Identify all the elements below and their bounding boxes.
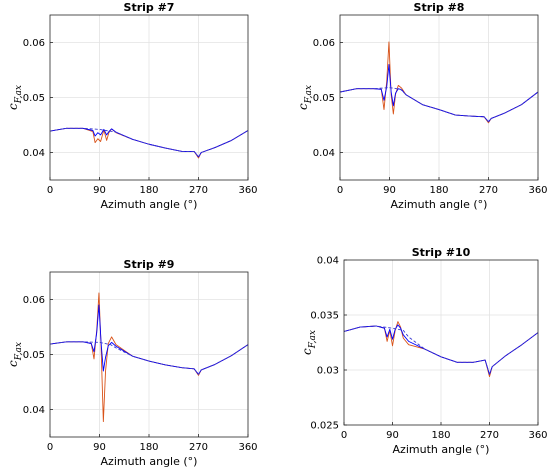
x-tick-label: 270: [189, 442, 208, 453]
chart-panel-1: 0 90 180 270 360 0.04 0.05 0.06 Strip #7 Azimuth …: [6, 1, 258, 211]
chart-title: Strip #9: [124, 258, 175, 271]
x-tick-label: 180: [139, 442, 158, 453]
series-red-line: [340, 41, 538, 124]
y-tick-label: 0.04: [317, 256, 339, 267]
x-tick-label: 180: [429, 185, 448, 196]
chart-panel-2: 0 90 180 270 360 0.04 0.05 0.06 Strip #8 Azimuth …: [296, 1, 548, 211]
y-tick-label: 0.05: [23, 93, 45, 104]
y-tick-label: 0.06: [23, 38, 45, 49]
x-tick-label: 0: [47, 185, 53, 196]
x-axis-label: Azimuth angle (°): [391, 198, 488, 211]
y-axis-label: cF,ax: [300, 330, 318, 355]
series-dashed-line: [50, 341, 248, 375]
y-axis-label: cF,ax: [296, 85, 314, 110]
chart-title: Strip #7: [124, 1, 175, 14]
y-tick-label: 0.025: [310, 421, 339, 432]
y-tick-label: 0.05: [313, 93, 335, 104]
x-tick-label: 0: [341, 430, 347, 441]
x-tick-label: 360: [528, 185, 547, 196]
y-tick-label: 0.06: [313, 38, 335, 49]
x-tick-label: 270: [480, 430, 499, 441]
y-axis-label-sub: F,ax: [304, 85, 314, 104]
x-tick-label: 0: [337, 185, 343, 196]
x-tick-label: 90: [93, 442, 106, 453]
y-tick-label: 0.06: [23, 295, 45, 306]
x-tick-label: 360: [238, 185, 257, 196]
y-tick-label: 0.05: [23, 350, 45, 361]
series-dashed-line: [344, 325, 538, 375]
x-axis-label: Azimuth angle (°): [101, 198, 198, 211]
y-axis-label: cF,ax: [6, 85, 24, 110]
x-tick-label: 360: [528, 430, 547, 441]
x-axis-label: Azimuth angle (°): [101, 455, 198, 468]
x-tick-label: 0: [47, 442, 53, 453]
y-axis-label-sub: F,ax: [14, 342, 24, 361]
x-tick-label: 90: [383, 185, 396, 196]
y-axis-label: cF,ax: [6, 342, 24, 367]
x-tick-label: 90: [93, 185, 106, 196]
y-tick-label: 0.04: [313, 148, 335, 159]
y-axis-label-main: c: [296, 103, 310, 110]
y-tick-label: 0.04: [23, 405, 45, 416]
y-axis-label-main: c: [6, 360, 20, 367]
y-axis-label-main: c: [300, 348, 314, 355]
y-tick-label: 0.035: [310, 311, 339, 322]
y-axis-label-main: c: [6, 103, 20, 110]
x-tick-label: 360: [238, 442, 257, 453]
chart-title: Strip #10: [412, 246, 471, 259]
y-axis-label-sub: F,ax: [308, 330, 318, 349]
x-tick-label: 180: [431, 430, 450, 441]
x-tick-label: 270: [479, 185, 498, 196]
y-tick-label: 0.04: [23, 148, 45, 159]
chart-title: Strip #8: [414, 1, 465, 14]
y-tick-label: 0.03: [317, 366, 339, 377]
x-tick-label: 90: [386, 430, 399, 441]
chart-panel-3: 0 90 180 270 360 0.04 0.05 0.06 Strip #9 Azimuth …: [6, 258, 258, 468]
series-dashed-line: [340, 87, 538, 123]
x-axis-label: Azimuth angle (°): [393, 443, 490, 456]
y-axis-label-sub: F,ax: [14, 85, 24, 104]
chart-panel-4: 0 90 180 270 360 0.025 0.03 0.035 0.04 Strip #10 A…: [300, 246, 548, 456]
x-tick-label: 270: [189, 185, 208, 196]
x-tick-label: 180: [139, 185, 158, 196]
